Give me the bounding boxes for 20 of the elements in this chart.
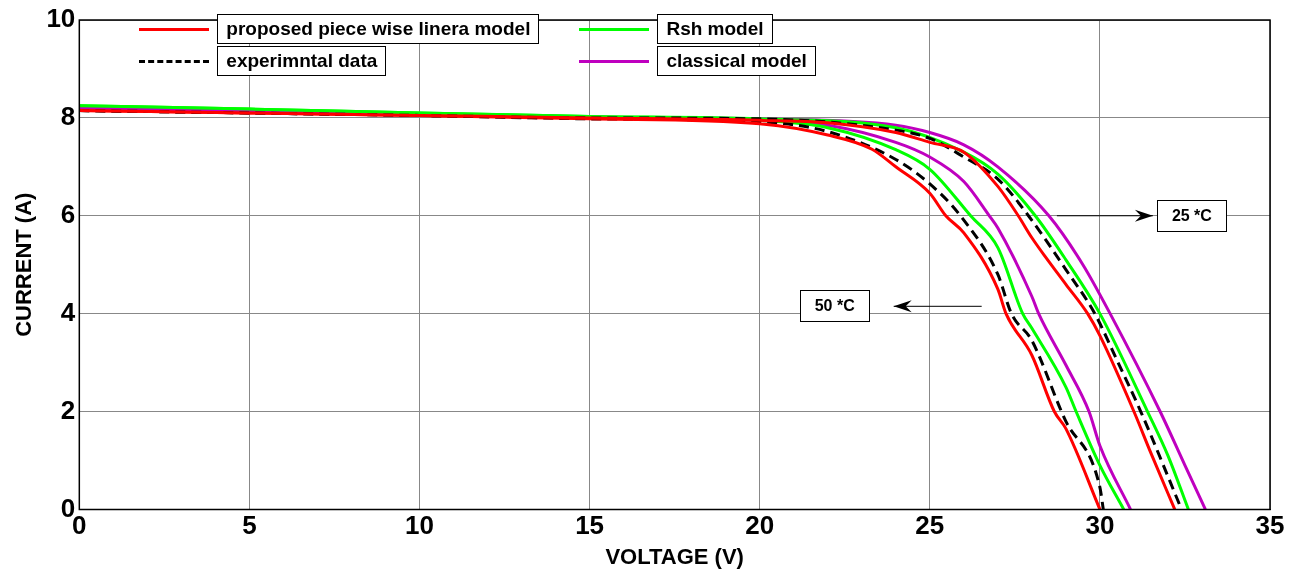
x-axis-title: VOLTAGE (V) (605, 543, 744, 569)
x-tick-label: 25 (915, 510, 945, 541)
y-tick-label: 6 (60, 198, 76, 229)
y-tick-label: 10 (46, 3, 76, 34)
legend-label: Rsh model (657, 14, 773, 44)
x-tick-label: 30 (1085, 510, 1115, 541)
y-axis-title: CURRENT (A) (11, 192, 37, 337)
legend-label: proposed piece wise linera model (217, 14, 540, 44)
y-tick-label: 8 (60, 101, 76, 132)
x-tick-label: 10 (405, 510, 434, 541)
x-tick-label: 35 (1255, 510, 1285, 541)
x-tick-label: 5 (242, 510, 257, 541)
legend-label: experimntal data (217, 46, 387, 76)
x-tick-label: 15 (575, 510, 605, 541)
annotation: 50 *C (799, 290, 870, 323)
x-tick-label: 20 (745, 510, 775, 541)
y-tick-label: 2 (60, 394, 76, 425)
y-tick-label: 4 (60, 296, 76, 327)
legend-label: classical model (657, 46, 816, 76)
annotation: 25 *C (1156, 199, 1227, 232)
